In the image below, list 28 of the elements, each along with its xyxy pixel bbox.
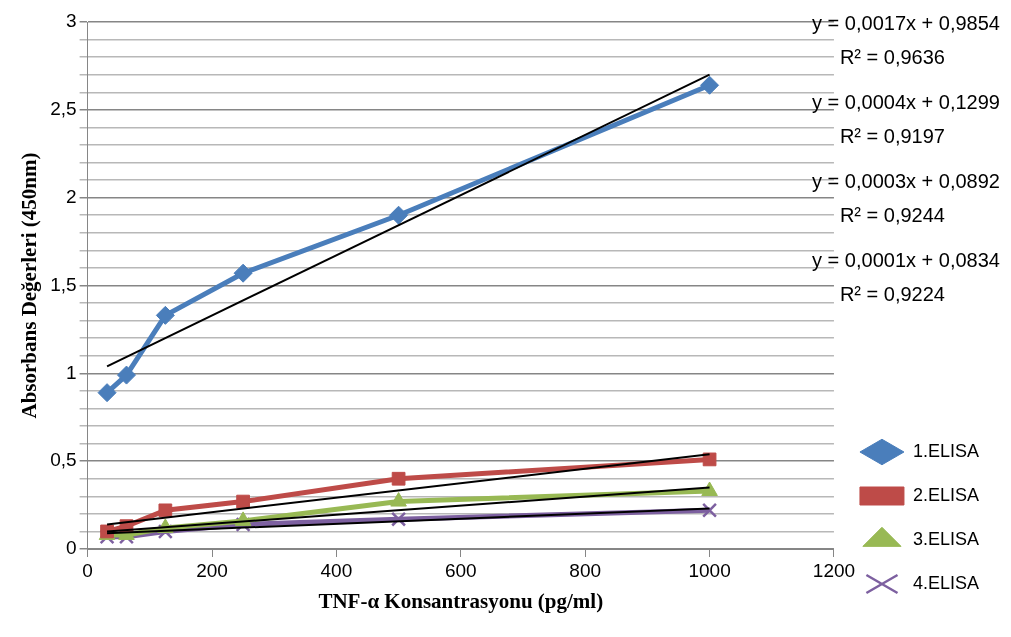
x-axis-title: TNF-α Konsantrasyonu (pg/ml) (318, 588, 604, 613)
y-tick-label: 1,5 (50, 273, 77, 295)
x-tick-label: 1200 (812, 559, 856, 581)
x-tick-label: 400 (320, 559, 353, 581)
y-tick-label: 0 (66, 537, 77, 559)
y-tick-label: 3 (66, 10, 77, 32)
text: R² = 0,9636 (839, 45, 945, 68)
y-tick-label: 2,5 (50, 98, 77, 120)
x-tick-label: 600 (444, 559, 477, 581)
y-tick-label: 1 (66, 361, 77, 383)
annotation: y = 0,0003x + 0,0892 (812, 169, 1000, 192)
x-tick-label: 800 (569, 559, 602, 581)
annotation: y = 0,0004x + 0,1299 (812, 90, 1000, 113)
legend-label: 2.ELISA (912, 484, 980, 505)
annotation: y = 0,0001x + 0,0834 (812, 248, 1000, 271)
text: R² = 0,9197 (839, 124, 945, 147)
x-tick-label: 200 (196, 559, 228, 581)
y-tick-label: 0,5 (50, 449, 77, 471)
legend-label: 4.ELISA (912, 572, 980, 593)
text: R² = 0,9244 (839, 203, 945, 226)
x-tick-label: 1000 (688, 559, 731, 581)
annotation: y = 0,0017x + 0,9854 (812, 11, 1000, 34)
y-axis-title: Absorbans Değerleri (450nm) (17, 152, 42, 419)
y-tick-label: 2 (66, 185, 77, 207)
x-tick-label: 0 (82, 559, 93, 581)
legend-label: 3.ELISA (912, 528, 980, 549)
text: R² = 0,9224 (839, 282, 945, 305)
legend-label: 1.ELISA (912, 440, 980, 461)
